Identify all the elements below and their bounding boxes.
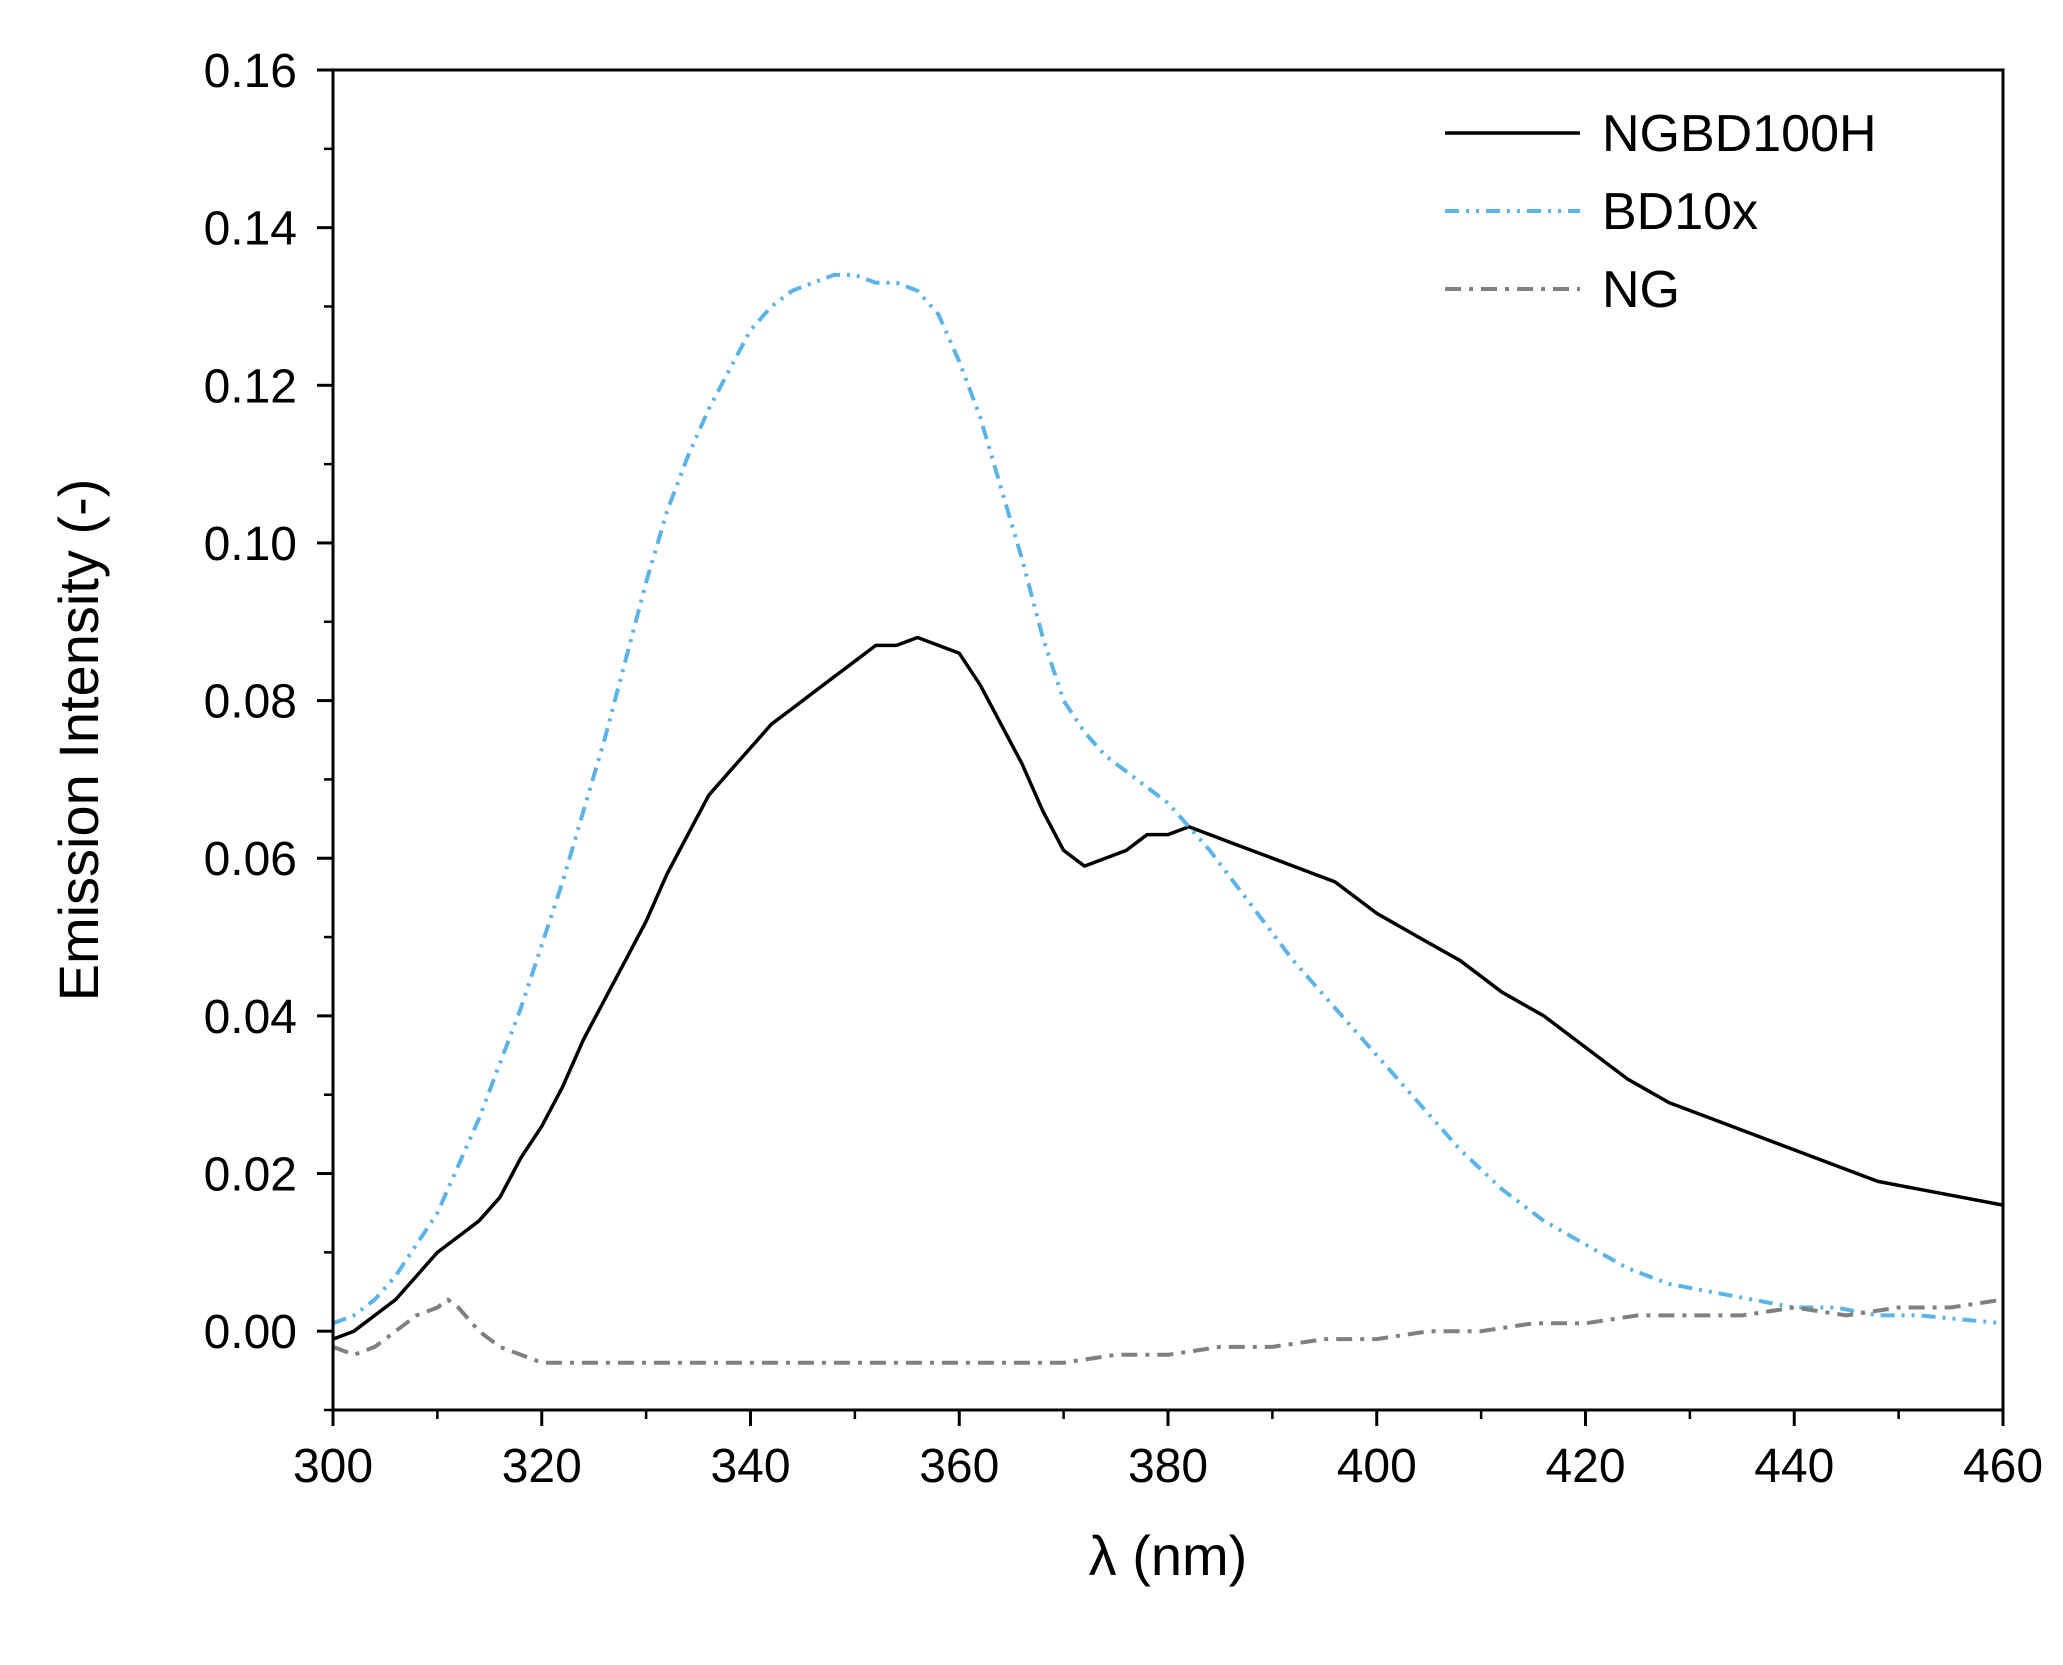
series-line-ng <box>332 1297 2004 1365</box>
y-axis-ticks: 0.00 0.02 0.04 0.06 0.08 0.10 0.12 0.14 0.16 <box>204 45 333 1412</box>
series-line-bd10x <box>332 272 2004 1326</box>
x-tick-label: 300 <box>293 1440 373 1493</box>
x-tick-label: 360 <box>919 1440 999 1493</box>
y-tick-label: 0.08 <box>204 676 297 729</box>
x-tick-label: 460 <box>1963 1440 2043 1493</box>
series-line-ngbd100h <box>332 635 2004 1341</box>
plot-frame <box>331 68 2005 1412</box>
x-tick-label: 400 <box>1337 1440 1417 1493</box>
legend-label-bd10x: BD10x <box>1602 183 1758 241</box>
legend-label-ngbd100h: NGBD100H <box>1602 105 1877 163</box>
x-axis-ticks: 300 320 340 360 380 400 420 440 460 <box>293 1410 2043 1493</box>
y-tick-label: 0.16 <box>204 45 297 98</box>
y-tick-label: 0.10 <box>204 518 297 571</box>
x-tick-label: 440 <box>1754 1440 1834 1493</box>
legend-label-ng: NG <box>1602 261 1680 319</box>
series-layer <box>332 272 2004 1365</box>
y-tick-label: 0.12 <box>204 360 297 413</box>
x-tick-label: 380 <box>1128 1440 1208 1493</box>
y-axis-title: Emission Intensity (-) <box>47 479 110 1002</box>
y-tick-label: 0.14 <box>204 203 297 256</box>
x-tick-label: 340 <box>710 1440 790 1493</box>
y-tick-label: 0.02 <box>204 1149 297 1202</box>
y-tick-label: 0.06 <box>204 833 297 886</box>
legend: NGBD100H BD10x NG <box>1445 105 1877 319</box>
x-tick-label: 320 <box>502 1440 582 1493</box>
x-axis-title: λ (nm) <box>1089 1524 1248 1587</box>
y-tick-label: 0.04 <box>204 991 297 1044</box>
x-tick-label: 420 <box>1545 1440 1625 1493</box>
y-tick-label: 0.00 <box>204 1306 297 1359</box>
